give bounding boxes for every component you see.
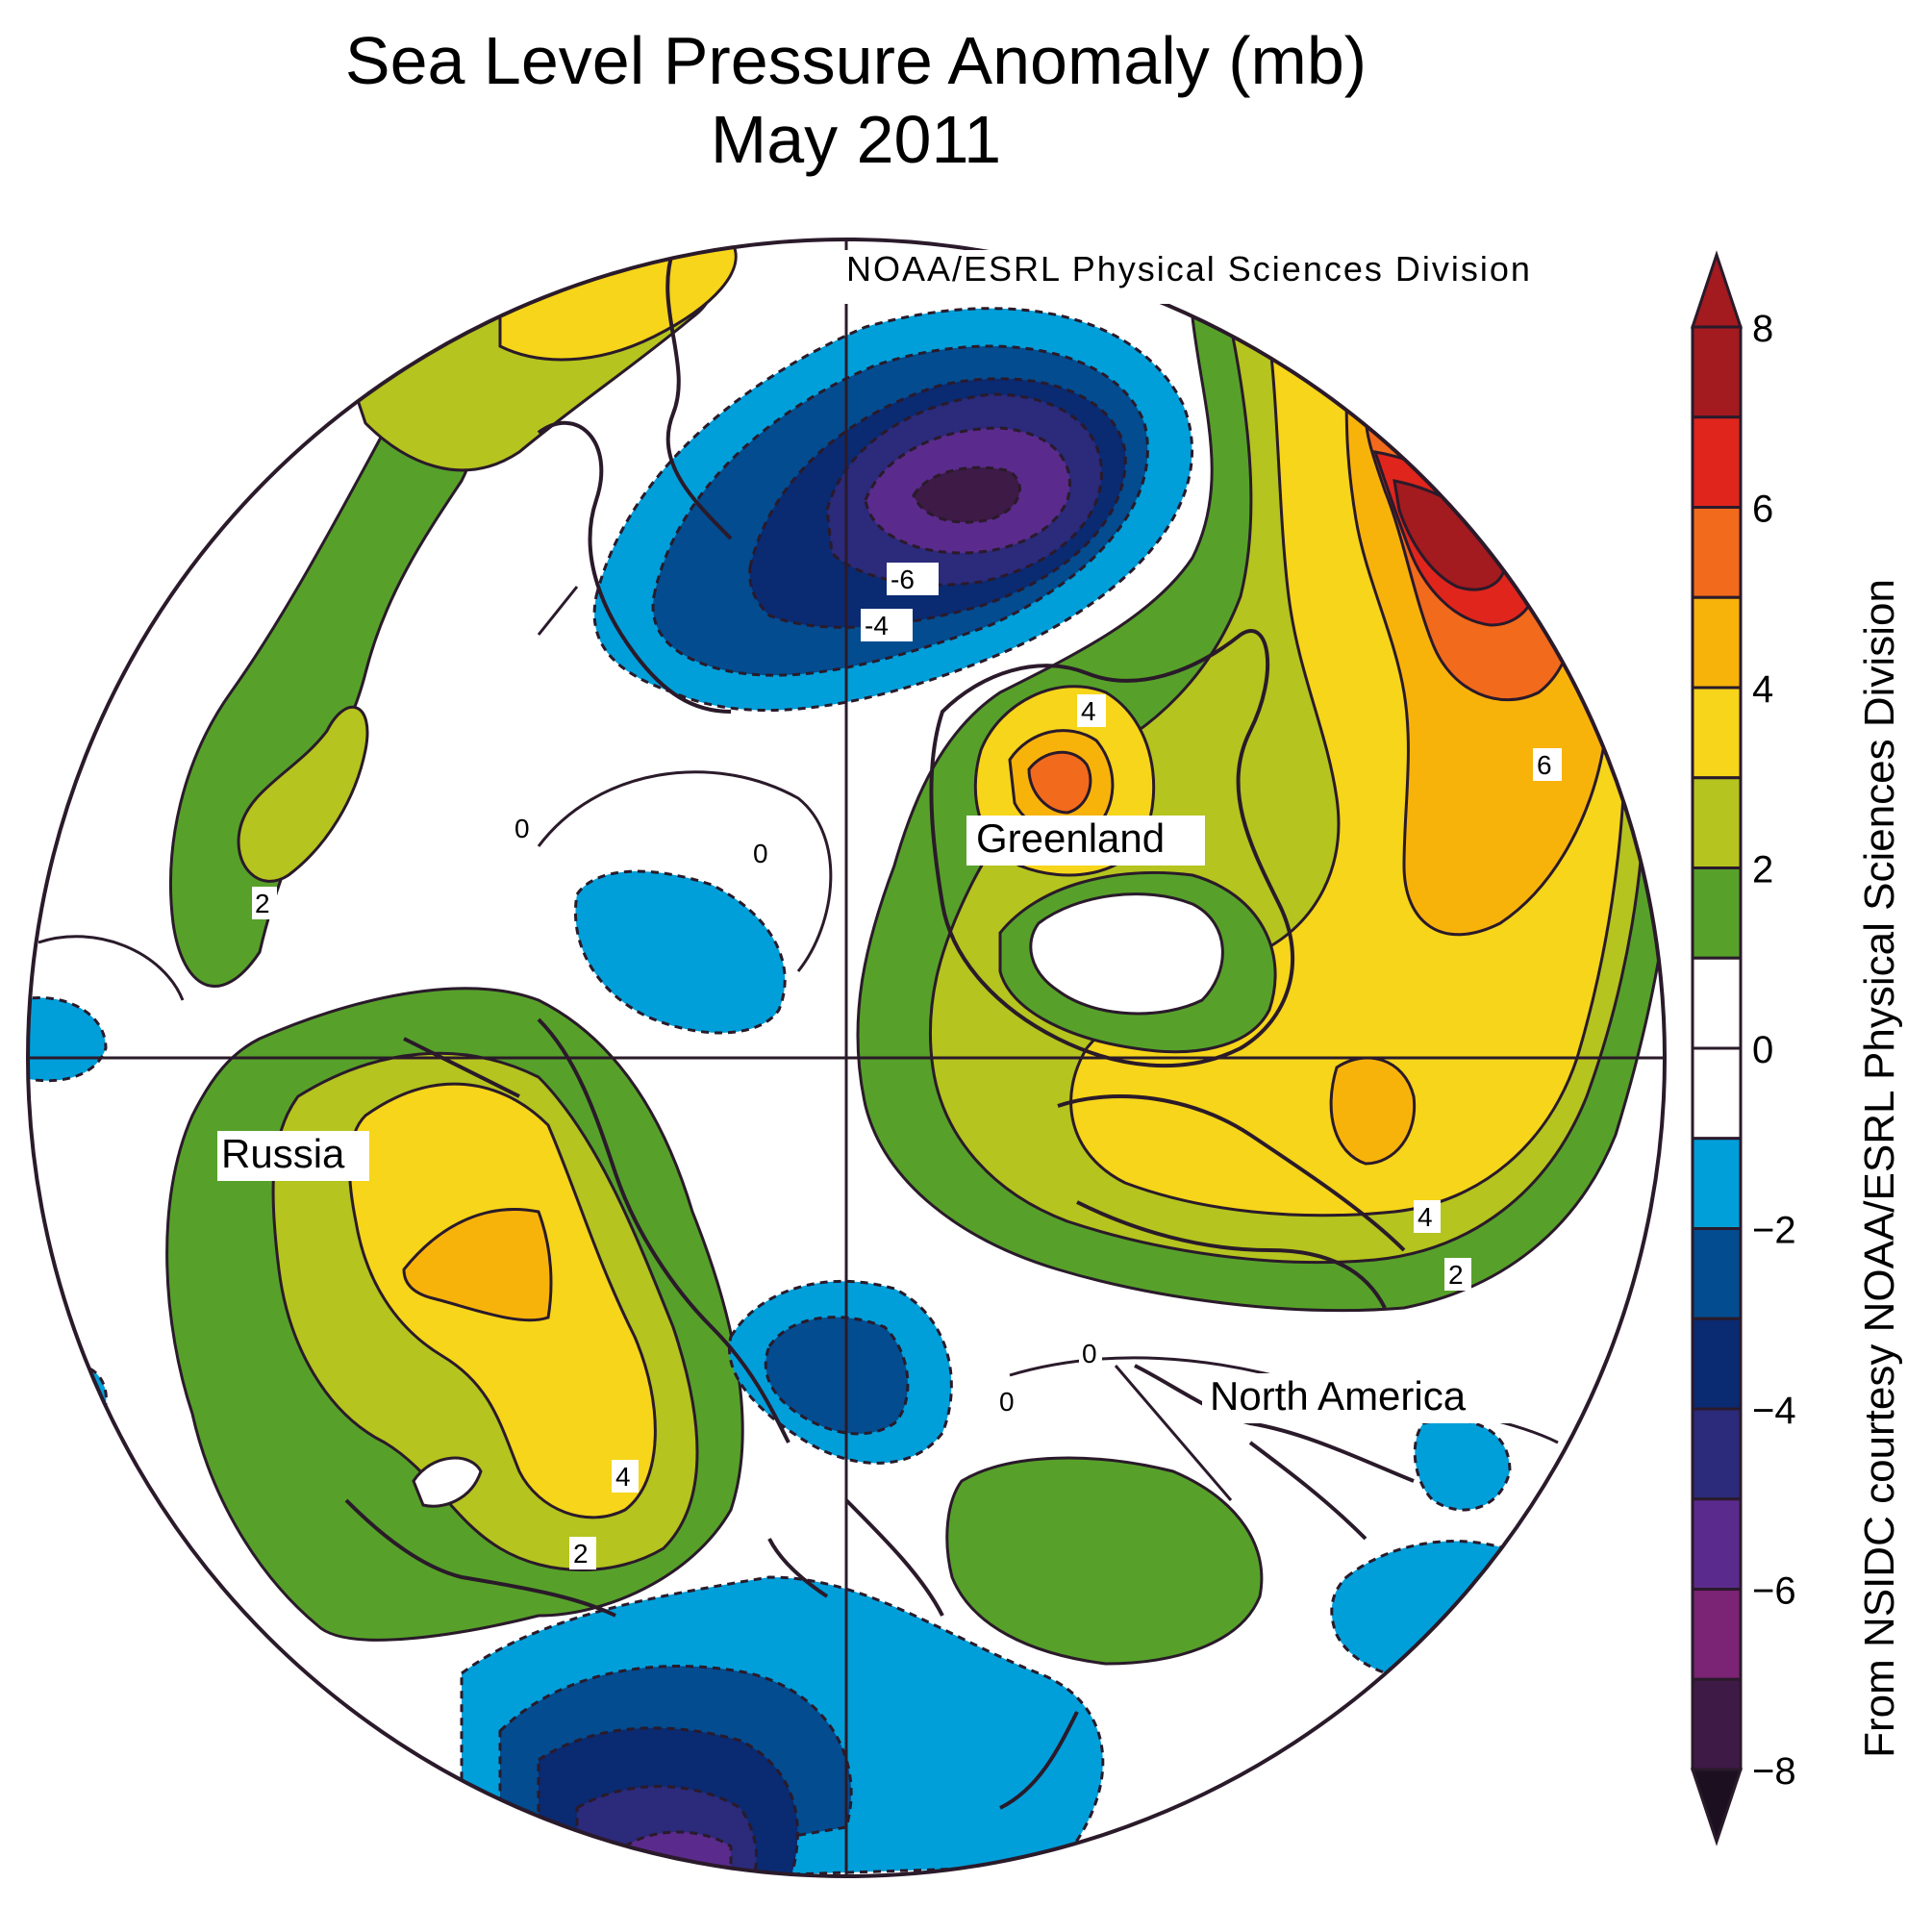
russia-label-bg: [217, 1131, 369, 1181]
north-america-label: North America: [1210, 1373, 1467, 1418]
colorbar-segment: [1691, 866, 1743, 960]
contour-label-2-russia: 2: [573, 1539, 589, 1569]
source-label: NOAA/ESRL Physical Sciences Division: [846, 249, 1532, 289]
colorbar-tick-label: −6: [1752, 1570, 1796, 1613]
coastlines: [344, 249, 1415, 1810]
colorbar-segment: [1691, 956, 1743, 1050]
meridian-diagonal-nw: [537, 586, 579, 636]
alaska-positive-2: [945, 1456, 1264, 1666]
map-subtitle: May 2011: [710, 102, 1002, 177]
colorbar-tick-label: 4: [1752, 668, 1773, 711]
colorbar-segment: [1691, 325, 1743, 419]
greenland-positive-6: [1027, 750, 1092, 815]
colorbar-segment: [1691, 1497, 1743, 1591]
zero-contour-c: [38, 935, 185, 1001]
contour-label-0-c: 0: [1082, 1339, 1097, 1368]
colorbar-segment: [1691, 415, 1743, 509]
colorbar-tick-label: 2: [1752, 849, 1773, 891]
anomaly-field: [28, 239, 1665, 1876]
contour-label-0-d: 0: [999, 1387, 1015, 1417]
colorbar-segment: [1691, 1407, 1743, 1501]
russia-hole: [412, 1456, 483, 1508]
meridian-diagonal-se: [1114, 1365, 1233, 1501]
alaska-east-negative: [1413, 1418, 1512, 1512]
colorbar-segment: [1691, 1317, 1743, 1411]
colorbar-segment: [1691, 1227, 1743, 1320]
contour-label-4-greenland: 4: [1081, 696, 1096, 726]
pole-negative: [574, 869, 787, 1035]
contour-label-0-a: 0: [514, 814, 530, 843]
contour-label-neg4: -4: [865, 611, 889, 640]
colorbar-segment: [1691, 686, 1743, 780]
colorbar-segment: [1691, 506, 1743, 599]
colorbar-min-arrow: [1690, 1768, 1744, 1846]
colorbar-segment: [1691, 776, 1743, 869]
contour-label-2-west: 2: [255, 889, 270, 918]
credit-text: From NSIDC courtesy NOAA/ESRL Physical S…: [1856, 579, 1903, 1758]
colorbar-segment: [1691, 1137, 1743, 1230]
greenland-label: Greenland: [976, 816, 1165, 861]
hudson-positive-5: [1329, 1056, 1417, 1166]
north-america-label-bg: [1202, 1373, 1519, 1423]
colorbar-max-arrow: [1690, 250, 1744, 329]
left-edge-negative: [28, 995, 108, 1083]
contour-label-4-canada: 4: [1418, 1202, 1433, 1232]
colorbar-tick-label: −4: [1752, 1390, 1796, 1432]
colorbar: 8 6 4 2 0 −2 −4 −6 −8: [1690, 250, 1796, 1846]
colorbar-tick-label: 0: [1752, 1029, 1773, 1071]
bering-negative-3: [764, 1316, 910, 1436]
colorbar-tick-label: 6: [1752, 489, 1773, 531]
zero-contour-a: [537, 770, 833, 972]
colorbar-tick-label: −8: [1752, 1750, 1796, 1793]
colorbar-tick-label: −2: [1752, 1210, 1796, 1252]
map-boundary: [26, 238, 1667, 1878]
map-title: Sea Level Pressure Anomaly (mb): [344, 23, 1367, 98]
contour-label-4-russia: 4: [615, 1462, 631, 1492]
colorbar-segment: [1691, 1046, 1743, 1141]
contour-label-0-b: 0: [753, 839, 768, 868]
siberia-positive-3: [237, 705, 369, 883]
colorbar-segment: [1691, 1677, 1743, 1771]
contour-label-2-canada: 2: [1448, 1260, 1464, 1290]
greenland-inner-zero: [1029, 892, 1224, 1016]
atlantic-negative-7: [912, 465, 1021, 524]
colorbar-segment: [1691, 595, 1743, 690]
contour-labels: -6 -4 4 6 0 0 2 4 2 4 2 0 0: [252, 563, 1562, 1569]
colorbar-tick-label: 8: [1752, 308, 1773, 350]
russia-label: Russia: [221, 1131, 345, 1176]
greenland-label-bg: [966, 816, 1205, 866]
russia-positive-5: [402, 1208, 553, 1322]
colorbar-segment: [1691, 1588, 1743, 1681]
contour-label-6: 6: [1537, 750, 1552, 780]
source-label-bg: [789, 250, 1654, 304]
contour-label-neg6: -6: [891, 565, 915, 594]
